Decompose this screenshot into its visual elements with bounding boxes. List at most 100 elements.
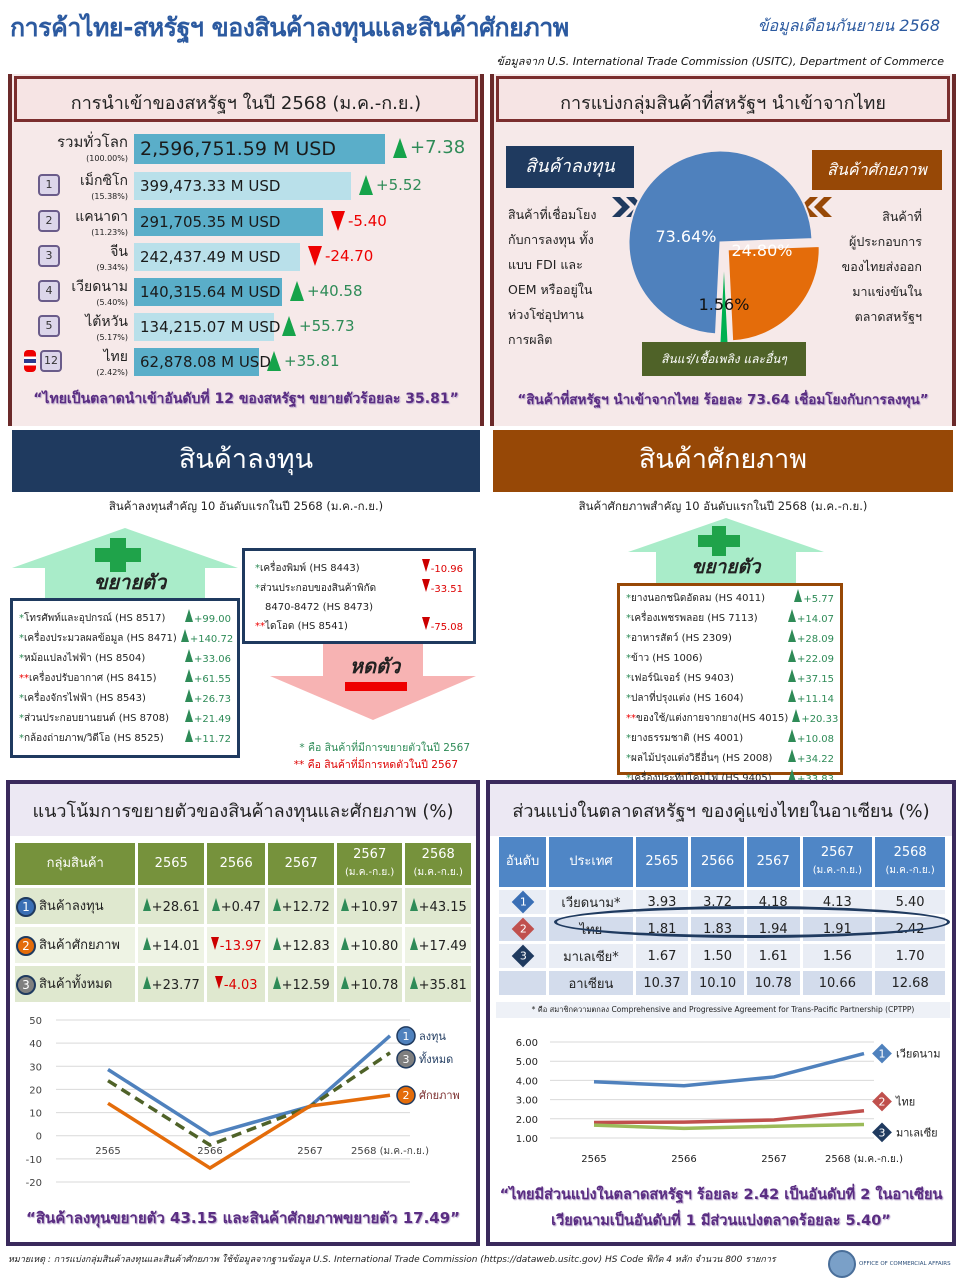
header-label: 2566 xyxy=(219,856,253,871)
imports-panel: การนำเข้าของสหรัฐฯ ในปี 2568 (ม.ค.-ก.ย.)… xyxy=(8,74,484,426)
product-label: เครื่องประมวลผลข้อมูล (HS 8471) xyxy=(24,633,177,644)
product-name: *โทรศัพท์และอุปกรณ์ (HS 8517) xyxy=(19,610,165,628)
header-label: 2567 xyxy=(353,847,387,862)
import-value-bar: 399,473.33 M USD xyxy=(134,172,351,200)
triangle-up-icon xyxy=(787,749,796,762)
triangle-up-icon xyxy=(341,975,350,989)
change-value: +26.73 xyxy=(193,694,231,705)
share-value: 1.56 xyxy=(802,944,873,968)
growth-value: -4.03 xyxy=(223,977,258,993)
growth-value: +17.49 xyxy=(418,938,467,954)
product-change: +14.07 xyxy=(787,609,834,629)
header-label: กลุ่มสินค้า xyxy=(46,856,104,871)
import-row: 1 เม็กซิโก (15.38%) 399,473.33 M USD +5.52 xyxy=(12,170,482,202)
product-item: *ส่วนประกอบยานยนต์ (HS 8708) +21.49 xyxy=(19,709,231,729)
series-rank: 2 xyxy=(879,1096,886,1109)
country-name: ไต้หวัน (5.17%) xyxy=(66,311,128,342)
growth-value: +43.15 xyxy=(418,899,467,915)
triangle-up-icon xyxy=(142,897,151,911)
column-header: 2567 xyxy=(746,837,800,887)
product-label: ยางนอกชนิดอัดลม (HS 4011) xyxy=(631,593,766,604)
column-header: 2568 (ม.ค.-ก.ย.) xyxy=(875,837,945,887)
share-value: 10.37 xyxy=(635,971,689,995)
product-label: โทรศัพท์และอุปกรณ์ (HS 8517) xyxy=(24,613,166,624)
product-mark: ** xyxy=(626,713,636,724)
triangle-up-icon xyxy=(341,897,350,911)
y-tick-label: 30 xyxy=(29,1062,42,1073)
product-label: อาหารสัตว์ (HS 2309) xyxy=(631,633,732,644)
growth-cell: +14.01 xyxy=(138,927,204,963)
change-indicator: +7.38 xyxy=(393,137,465,158)
change-value: +33.06 xyxy=(193,654,231,665)
capital-caption: สินค้าลงทุนสำคัญ 10 อันดับแรกในปี 2568 (… xyxy=(108,499,384,513)
triangle-down-icon xyxy=(421,559,430,572)
change-value: -5.40 xyxy=(348,212,387,230)
y-tick-label: -20 xyxy=(26,1178,42,1189)
product-mark: * xyxy=(626,773,631,784)
series-label: ศักยภาพ xyxy=(419,1089,460,1102)
growth-value: +12.72 xyxy=(281,899,330,915)
triangle-up-icon xyxy=(787,609,796,622)
header-label: ประเทศ xyxy=(569,854,613,869)
product-mark: * xyxy=(626,673,631,684)
product-label: ข้าว (HS 1006) xyxy=(631,653,703,664)
series-line-เวียดนาม xyxy=(593,1051,865,1088)
product-change: -33.51 xyxy=(421,579,463,599)
y-tick-label: 50 xyxy=(29,1016,42,1027)
rank-badge: 12 xyxy=(40,350,62,372)
trend-header-row: กลุ่มสินค้า 2565 2566 2567 2567 (ม.ค.-ก.ย.) 25… xyxy=(15,843,471,885)
share-value: 10.66 xyxy=(802,971,873,995)
product-name: **ไดโอด (HS 8541) xyxy=(255,618,348,636)
trend-quote: “สินค้าลงทุนขยายตัว 43.15 และสินค้าศักยภ… xyxy=(25,1209,460,1227)
shrink-arrow-icon xyxy=(270,636,476,720)
growth-cell: +12.72 xyxy=(268,888,334,924)
y-tick-label: 1.00 xyxy=(516,1134,538,1145)
growth-value: +10.78 xyxy=(350,977,399,993)
header-label: 2567 xyxy=(820,845,854,860)
capital-slice xyxy=(627,149,814,336)
product-item: *ส่วนประกอบของสินค้าพิกัด -33.51 xyxy=(255,579,463,599)
product-item: *ปลาที่ปรุงแต่ง (HS 1604) +11.14 xyxy=(626,689,834,709)
product-label: ปลาที่ปรุงแต่ง (HS 1604) xyxy=(631,693,744,704)
country-share: (11.23%) xyxy=(91,228,128,237)
change-indicator: +55.73 xyxy=(282,316,355,336)
import-row: 3 จีน (9.34%) 242,437.49 M USD -24.70 xyxy=(12,241,482,273)
rank-badge: 4 xyxy=(38,280,60,302)
trend-row: 3 สินค้าทั้งหมด +23.77 -4.03 +12.59 +10.78 +35… xyxy=(15,966,471,1002)
header-label: 2567 xyxy=(756,854,790,869)
country-share: (9.34%) xyxy=(96,263,128,272)
growth-cell: +28.61 xyxy=(138,888,204,924)
office-logo: OFFICE OF COMMERCIAL AFFAIRS xyxy=(828,1248,954,1280)
change-value: +55.73 xyxy=(299,317,355,335)
change-indicator: +40.58 xyxy=(290,281,363,301)
series-line-ลงทุน xyxy=(107,1034,392,1137)
growth-value: +35.81 xyxy=(418,977,467,993)
product-change: +22.09 xyxy=(787,649,834,669)
country-cell: มาเลเซีย* xyxy=(549,944,633,968)
change-value: +14.07 xyxy=(796,614,834,625)
import-value-bar: 134,215.07 M USD xyxy=(134,313,280,341)
product-item: *โทรศัพท์และอุปกรณ์ (HS 8517) +99.00 xyxy=(19,609,231,629)
product-change: +20.33 xyxy=(792,709,838,729)
group-name: สินค้าลงทุน xyxy=(39,899,104,915)
triangle-up-icon xyxy=(211,897,220,911)
triangle-up-icon xyxy=(290,281,304,301)
potential-description: สินค้าที่ ผู้ประกอบการ ของไทยส่งออก มาแข่งข… xyxy=(842,204,922,329)
country-name: รวมทั่วโลก (100.00%) xyxy=(32,130,128,163)
x-tick-label: 2565 xyxy=(581,1154,606,1165)
triangle-down-icon xyxy=(421,617,430,630)
product-mark: * xyxy=(626,733,631,744)
capital-desc-line: แบบ FDI และ xyxy=(508,257,583,272)
product-name: *กล้องถ่ายภาพ/วิดีโอ (HS 8525) xyxy=(19,730,164,748)
trend-row: 1 สินค้าลงทุน +28.61 +0.47 +12.72 +10.97 +43.1… xyxy=(15,888,471,924)
change-value: +99.00 xyxy=(193,614,231,625)
potential-caption: สินค้าศักยภาพสำคัญ 10 อันดับแรกในปี 2568… xyxy=(578,499,868,513)
growth-cell: +35.81 xyxy=(405,966,471,1002)
triangle-up-icon xyxy=(184,729,193,742)
growth-value: -13.97 xyxy=(219,938,262,954)
share-value: 1.70 xyxy=(875,944,945,968)
growth-value: +0.47 xyxy=(220,899,261,915)
import-value-bar: 140,315.64 M USD xyxy=(134,278,282,306)
series-label: มาเลเซีย xyxy=(896,1126,938,1139)
product-name: *เครื่องประมวลผลข้อมูล (HS 8471) xyxy=(19,630,177,648)
